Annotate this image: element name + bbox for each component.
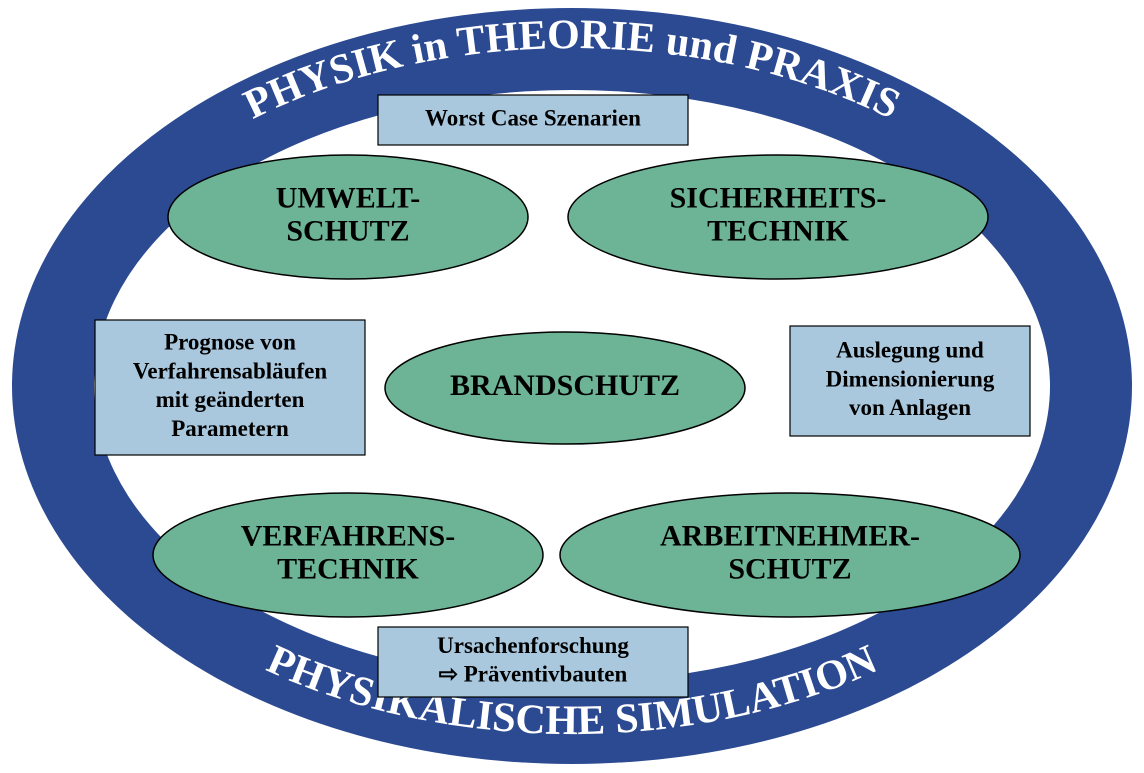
topic-ellipse-verfahrenstechnik: VERFAHRENS-TECHNIK [153, 493, 543, 617]
topic-ellipse-label: SCHUTZ [286, 214, 409, 247]
note-box-label: Parametern [171, 416, 289, 441]
topic-ellipse-brandschutz: BRANDSCHUTZ [385, 332, 745, 444]
note-box-prognose: Prognose von Verfahrensabläufen mit geände… [95, 320, 365, 455]
topic-ellipse-sicherheitstechnik: SICHERHEITS-TECHNIK [568, 155, 988, 279]
note-box-label: Prognose von [164, 330, 296, 355]
note-box-label: Verfahrensabläufen [133, 358, 327, 383]
note-box-label: ⇨ Präventivbauten [439, 662, 628, 687]
note-box-label: Auslegung und [836, 338, 984, 363]
note-box-label: Worst Case Szenarien [425, 105, 641, 130]
topic-ellipse-label: SICHERHEITS- [670, 181, 887, 214]
topic-ellipse-label: TECHNIK [277, 552, 419, 585]
note-box-label: Ursachenforschung [437, 633, 629, 658]
note-box-label: mit geänderten [156, 387, 305, 412]
topic-ellipse-label: TECHNIK [707, 214, 849, 247]
note-box-ursachen: Ursachenforschung ⇨ Präventivbauten [378, 627, 688, 697]
topic-ellipse-label: ARBEITNEHMER- [660, 519, 920, 552]
topic-ellipse-label: VERFAHRENS- [241, 519, 455, 552]
topic-ellipse-arbeitnehmerschutz: ARBEITNEHMER-SCHUTZ [560, 493, 1020, 617]
note-box-worst-case: Worst Case Szenarien [378, 95, 688, 145]
topic-ellipse-umweltschutz: UMWELT-SCHUTZ [168, 155, 528, 279]
topic-ellipse-label: UMWELT- [276, 181, 421, 214]
topic-ellipse-label: SCHUTZ [728, 552, 851, 585]
note-box-label: von Anlagen [849, 395, 971, 420]
note-box-auslegung: Auslegung und Dimensionierung von Anlagen [790, 326, 1030, 436]
note-box-label: Dimensionierung [826, 366, 995, 391]
topic-ellipse-label: BRANDSCHUTZ [450, 369, 680, 402]
